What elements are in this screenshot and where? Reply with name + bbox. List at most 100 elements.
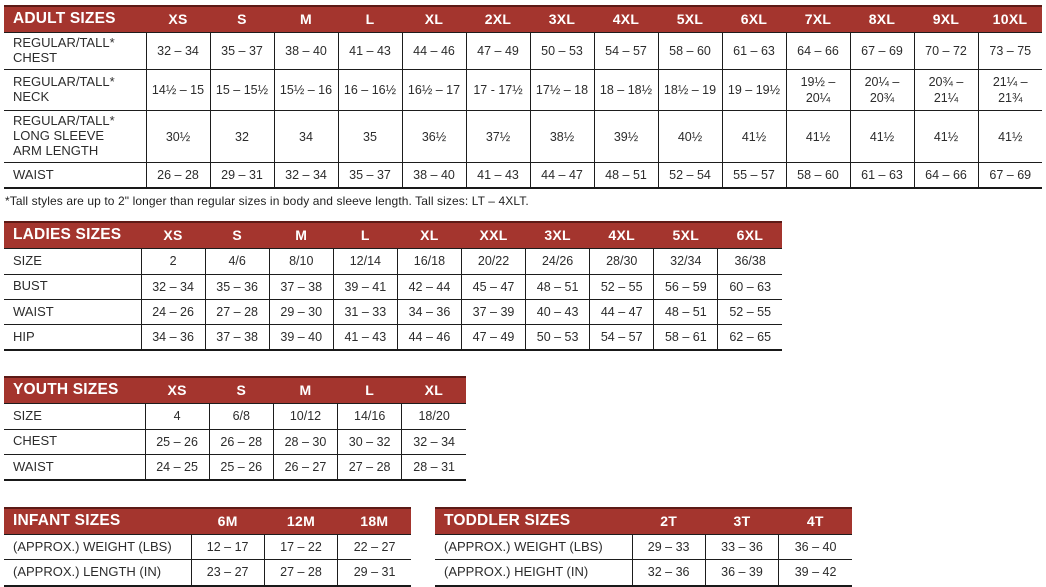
value-cell: 18 – 18½ <box>593 68 658 111</box>
header-row: INFANT SIZES 6M 12M 18M <box>4 507 411 535</box>
value-cell: 58 – 60 <box>657 32 722 70</box>
value-cell: 37 – 38 <box>204 324 270 351</box>
header-row: YOUTH SIZES XS S M L XL <box>4 376 466 404</box>
value-cell: 26 – 28 <box>208 428 274 455</box>
column-header: XS <box>141 221 206 249</box>
column-header: 10XL <box>978 5 1042 33</box>
column-header: S <box>209 376 274 404</box>
value-cell: 18½ – 19 <box>657 68 722 111</box>
value-cell: 41½ <box>721 110 786 163</box>
youth-sizes-title: YOUTH SIZES <box>4 376 145 404</box>
value-cell: 17 - 17½ <box>465 68 530 111</box>
table-row: WAIST 24 – 25 25 – 26 26 – 27 27 – 28 28 – 31 <box>4 453 466 481</box>
row-label: HIP <box>4 324 141 351</box>
column-header: XL <box>402 5 466 33</box>
column-header: 7XL <box>786 5 850 33</box>
value-cell: 34 <box>273 110 338 163</box>
infant-sizes-title: INFANT SIZES <box>4 507 191 535</box>
row-label: SIZE <box>4 403 145 430</box>
value-cell: 50 – 53 <box>529 32 594 70</box>
value-cell: 30 – 32 <box>337 428 402 455</box>
value-cell: 37½ <box>465 110 530 163</box>
value-cell: 4 <box>144 403 210 430</box>
column-header: M <box>273 376 338 404</box>
toddler-sizes-section: TODDLER SIZES 2T 3T 4T (APPROX.) WEIGHT (LBS… <box>435 507 852 587</box>
value-cell: 14½ – 15 <box>145 68 210 111</box>
value-cell: 67 – 69 <box>849 32 914 70</box>
row-label: WAIST <box>4 162 146 189</box>
column-header: 3T <box>705 507 779 535</box>
value-cell: 27 – 28 <box>204 298 270 325</box>
column-header: L <box>337 376 402 404</box>
row-label: (APPROX.) WEIGHT (LBS) <box>435 534 632 560</box>
value-cell: 36 – 39 <box>704 559 779 586</box>
value-cell: 41½ <box>977 110 1042 163</box>
adult-sizes-title: ADULT SIZES <box>4 5 146 33</box>
value-cell: 41½ <box>785 110 850 163</box>
value-cell: 27 – 28 <box>337 453 402 481</box>
value-cell: 64 – 66 <box>785 32 850 70</box>
value-cell: 36/38 <box>717 248 782 275</box>
column-header: 12M <box>264 507 338 535</box>
table-row: HIP 34 – 36 37 – 38 39 – 40 41 – 43 44 – 46 47… <box>4 324 782 351</box>
value-cell: 35 – 37 <box>337 162 402 189</box>
value-cell: 39 – 40 <box>268 324 334 351</box>
value-cell: 32 – 34 <box>140 273 206 300</box>
header-row: LADIES SIZES XS S M L XL XXL 3XL 4XL 5XL 6XL <box>4 221 782 249</box>
column-header: 3XL <box>525 221 590 249</box>
value-cell: 54 – 57 <box>589 324 654 351</box>
value-cell: 36½ <box>401 110 466 163</box>
table-row: (APPROX.) LENGTH (IN) 23 – 27 27 – 28 29 – … <box>4 559 411 586</box>
table-row: (APPROX.) WEIGHT (LBS) 29 – 33 33 – 36 36 –… <box>435 534 852 560</box>
column-header: XXL <box>461 221 526 249</box>
value-cell: 29 – 30 <box>268 298 334 325</box>
value-cell: 33 – 36 <box>704 534 779 560</box>
youth-sizes-section: YOUTH SIZES XS S M L XL SIZE 4 6/8 10/12 14/16 18/2… <box>4 376 1046 482</box>
value-cell: 29 – 33 <box>631 534 706 560</box>
value-cell: 32/34 <box>653 248 718 275</box>
row-label: CHEST <box>4 428 145 455</box>
column-header: 6M <box>191 507 265 535</box>
table-row: (APPROX.) WEIGHT (LBS) 12 – 17 17 – 22 22 –… <box>4 534 411 560</box>
value-cell: 37 – 39 <box>460 298 526 325</box>
column-header: S <box>205 221 270 249</box>
value-cell: 41 – 43 <box>465 162 530 189</box>
infant-toddler-row: INFANT SIZES 6M 12M 18M (APPROX.) WEIGHT (LB… <box>4 507 1046 587</box>
value-cell: 28/30 <box>589 248 654 275</box>
value-cell: 16/18 <box>396 248 462 275</box>
value-cell: 21¼ – 21¾ <box>977 68 1042 111</box>
adult-sizes-section: ADULT SIZES XS S M L XL 2XL 3XL 4XL 5XL 6XL 7XL 8XL 9… <box>4 5 1046 208</box>
value-cell: 48 – 51 <box>593 162 658 189</box>
value-cell: 45 – 47 <box>460 273 526 300</box>
value-cell: 64 – 66 <box>913 162 978 189</box>
value-cell: 4/6 <box>204 248 270 275</box>
ladies-sizes-title: LADIES SIZES <box>4 221 141 249</box>
value-cell: 60 – 63 <box>717 273 782 300</box>
toddler-sizes-title: TODDLER SIZES <box>435 507 632 535</box>
column-header: M <box>274 5 338 33</box>
value-cell: 40 – 43 <box>525 298 590 325</box>
row-label: WAIST <box>4 298 141 325</box>
value-cell: 16½ – 17 <box>401 68 466 111</box>
value-cell: 32 – 34 <box>273 162 338 189</box>
value-cell: 25 – 26 <box>144 428 210 455</box>
value-cell: 15½ – 16 <box>273 68 338 111</box>
value-cell: 28 – 31 <box>401 453 466 481</box>
value-cell: 58 – 61 <box>653 324 718 351</box>
value-cell: 39½ <box>593 110 658 163</box>
value-cell: 41½ <box>913 110 978 163</box>
table-row: BUST 32 – 34 35 – 36 37 – 38 39 – 41 42 – 44 4… <box>4 273 782 300</box>
row-label: (APPROX.) LENGTH (IN) <box>4 559 191 586</box>
value-cell: 62 – 65 <box>717 324 782 351</box>
value-cell: 38 – 40 <box>401 162 466 189</box>
column-header: XS <box>145 376 210 404</box>
table-row: REGULAR/TALL* LONG SLEEVE ARM LENGTH 30½ 3… <box>4 110 1042 163</box>
column-header: S <box>210 5 274 33</box>
row-label: (APPROX.) HEIGHT (IN) <box>435 559 632 586</box>
value-cell: 38½ <box>529 110 594 163</box>
column-header: 4XL <box>589 221 654 249</box>
column-header: 18M <box>337 507 411 535</box>
value-cell: 20/22 <box>460 248 526 275</box>
table-row: (APPROX.) HEIGHT (IN) 32 – 36 36 – 39 39 – … <box>435 559 852 586</box>
